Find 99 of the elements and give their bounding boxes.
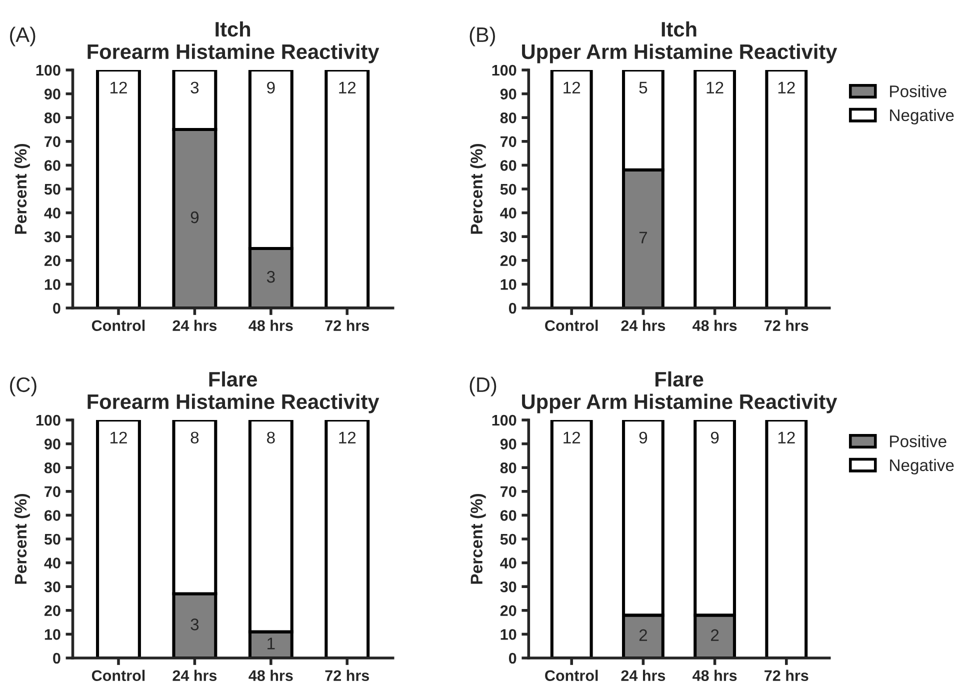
legend-label: Negative — [890, 458, 954, 474]
y-tick-label: 20 — [500, 255, 516, 266]
annotation: 3 — [190, 618, 199, 630]
legend-label: Positive — [890, 435, 946, 448]
y-tick-label: 70 — [500, 136, 516, 148]
y-tick-label: 60 — [500, 160, 516, 171]
y-tick-label: 30 — [500, 231, 516, 242]
legend-label: Positive — [890, 85, 946, 98]
annotation: 9 — [190, 211, 199, 224]
y-tick-label: 80 — [44, 112, 60, 124]
y-tick-label: 50 — [500, 184, 516, 195]
y-tick-label: 80 — [500, 462, 516, 474]
y-tick-label: 100 — [492, 64, 516, 76]
y-axis-title: Percent (%) — [14, 144, 30, 234]
y-tick-label: 90 — [44, 438, 60, 450]
y-tick-label: 90 — [44, 88, 60, 100]
annotation: 12 — [564, 82, 580, 94]
y-tick-label: 90 — [500, 88, 516, 100]
y-tick-label: 100 — [36, 414, 60, 426]
y-tick-label: 0 — [53, 302, 60, 314]
annotation: 2 — [711, 629, 719, 641]
y-tick-label: 10 — [500, 279, 516, 290]
annotation: 3 — [266, 270, 275, 283]
y-tick-label: 0 — [508, 652, 516, 664]
annotation: 8 — [190, 432, 199, 444]
y-tick-label: 30 — [500, 581, 516, 592]
chart-title: Flare Upper Arm Histamine Reactivity — [522, 371, 838, 414]
y-tick-label: 90 — [500, 438, 516, 450]
chart-title: Itch Forearm Histamine Reactivity — [88, 21, 380, 64]
annotation: 12 — [564, 432, 580, 444]
y-tick-label: 70 — [500, 486, 516, 498]
y-axis-title: Percent (%) — [470, 494, 486, 584]
x-tick-label: 72 hrs — [325, 670, 370, 682]
x-tick-label: 48 hrs — [248, 320, 293, 332]
y-tick-label: 80 — [44, 462, 60, 474]
y-axis-title: Percent (%) — [470, 144, 486, 234]
x-tick-label: 72 hrs — [325, 320, 370, 332]
y-tick-label: 10 — [44, 279, 60, 290]
annotation: 12 — [778, 82, 795, 94]
x-tick-label: Control — [545, 320, 598, 332]
y-tick-label: 50 — [500, 534, 516, 545]
y-tick-label: 0 — [508, 302, 516, 314]
y-tick-label: 30 — [44, 581, 60, 592]
y-tick-label: 40 — [500, 558, 516, 568]
annotation: 12 — [778, 432, 795, 444]
y-tick-label: 10 — [500, 629, 516, 640]
text: (A) — [10, 26, 36, 46]
annotation: 12 — [339, 82, 356, 94]
text: (D) — [470, 376, 496, 396]
annotation: 9 — [267, 82, 275, 94]
y-tick-label: 40 — [500, 208, 516, 218]
annotation: 7 — [639, 232, 647, 244]
y-tick-label: 50 — [44, 534, 60, 545]
annotation: 1 — [268, 638, 275, 650]
y-tick-label: 70 — [44, 136, 60, 148]
y-tick-label: 40 — [44, 208, 60, 218]
x-tick-label: 24 hrs — [621, 670, 666, 682]
y-tick-label: 30 — [44, 231, 60, 242]
annotation: 9 — [639, 432, 648, 444]
y-tick-label: 80 — [500, 112, 516, 124]
x-tick-label: 48 hrs — [692, 320, 737, 332]
y-tick-label: 20 — [500, 605, 516, 616]
chart-title: Flare Forearm Histamine Reactivity — [88, 371, 380, 414]
x-tick-label: 24 hrs — [172, 670, 217, 682]
y-tick-label: 50 — [44, 184, 60, 195]
annotation: 12 — [339, 432, 356, 444]
y-tick-label: 10 — [44, 629, 60, 640]
annotation: 12 — [110, 82, 127, 94]
x-tick-label: 72 hrs — [764, 320, 808, 332]
x-tick-label: 48 hrs — [692, 670, 737, 682]
y-tick-label: 20 — [44, 255, 60, 266]
text: (B) — [470, 26, 495, 46]
x-tick-label: Control — [545, 670, 598, 682]
y-tick-label: 60 — [500, 510, 516, 521]
y-axis-title: Percent (%) — [14, 494, 30, 584]
x-tick-label: 72 hrs — [764, 670, 808, 682]
annotation: 9 — [710, 432, 719, 444]
x-tick-label: 24 hrs — [621, 320, 666, 332]
annotation: 12 — [110, 432, 127, 444]
y-tick-label: 60 — [44, 510, 60, 521]
y-tick-label: 100 — [36, 64, 60, 76]
y-tick-label: 20 — [44, 605, 60, 616]
x-tick-label: 24 hrs — [172, 320, 217, 332]
chart-title: Itch Upper Arm Histamine Reactivity — [522, 21, 838, 64]
annotation: 2 — [639, 629, 647, 641]
y-tick-label: 100 — [492, 414, 516, 426]
x-tick-label: Control — [92, 670, 145, 682]
y-tick-label: 0 — [53, 652, 60, 664]
annotation: 3 — [190, 82, 199, 94]
legend-label: Negative — [890, 108, 954, 124]
y-tick-label: 60 — [44, 160, 60, 171]
y-tick-label: 40 — [44, 558, 60, 568]
y-tick-label: 70 — [44, 486, 60, 498]
x-tick-label: Control — [92, 320, 145, 332]
x-tick-label: 48 hrs — [248, 670, 293, 682]
annotation: 5 — [639, 82, 648, 94]
annotation: 8 — [266, 432, 275, 444]
annotation: 12 — [706, 82, 724, 94]
text: (C) — [10, 376, 36, 396]
